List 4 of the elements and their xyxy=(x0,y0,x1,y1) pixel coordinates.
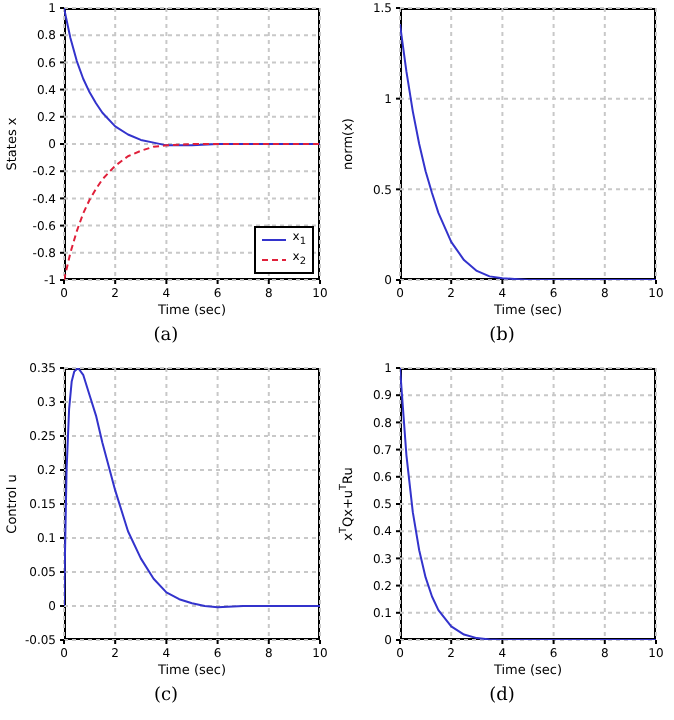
text: (b) xyxy=(487,326,517,346)
text: (c) xyxy=(151,686,181,706)
text: (d) xyxy=(487,686,517,706)
text: (a) xyxy=(151,326,181,346)
